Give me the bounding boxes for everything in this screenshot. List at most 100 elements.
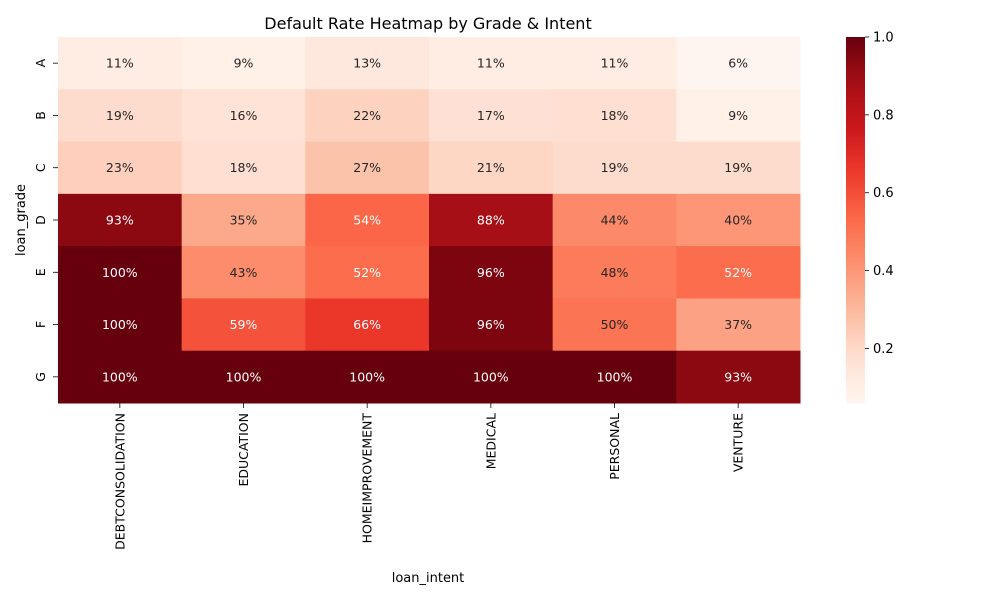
cell-value-label: 100% bbox=[102, 369, 138, 384]
cell-value-label: 18% bbox=[230, 160, 258, 175]
cell-value-label: 52% bbox=[724, 265, 752, 280]
cell-value-label: 9% bbox=[728, 108, 748, 123]
heatmap-cell-F-medical bbox=[429, 298, 554, 352]
heatmap-cell-D-homeimprovement bbox=[305, 193, 430, 247]
heatmap-cell-G-education bbox=[181, 350, 306, 404]
x-tick-label: VENTURE bbox=[731, 413, 746, 472]
cell-value-label: 23% bbox=[106, 160, 134, 175]
cell-value-label: 52% bbox=[353, 265, 381, 280]
colorbar-tick-label: 0.2 bbox=[873, 342, 894, 357]
colorbar-tick-label: 0.8 bbox=[873, 108, 894, 123]
cell-value-label: 100% bbox=[102, 317, 138, 332]
heatmap-cell-A-venture bbox=[676, 37, 801, 90]
y-tick-label: E bbox=[33, 268, 48, 276]
cell-value-label: 43% bbox=[230, 265, 258, 280]
cell-value-label: 100% bbox=[226, 369, 262, 384]
heatmap-cell-A-debtconsolidation bbox=[58, 37, 183, 90]
colorbar: 0.2 0.4 0.6 0.8 1.0 bbox=[846, 31, 894, 403]
y-tick-label: A bbox=[33, 58, 48, 67]
cell-value-label: 100% bbox=[473, 369, 509, 384]
cell-value-label: 59% bbox=[230, 317, 258, 332]
cell-value-label: 88% bbox=[477, 213, 505, 228]
cell-value-label: 66% bbox=[353, 317, 381, 332]
cell-value-label: 19% bbox=[601, 160, 629, 175]
y-tick-label: F bbox=[33, 321, 48, 328]
cell-value-label: 48% bbox=[601, 265, 629, 280]
heatmap-cell-F-venture bbox=[676, 298, 801, 352]
cell-value-label: 18% bbox=[601, 108, 629, 123]
cell-value-label: 11% bbox=[477, 56, 505, 71]
heatmap-cell-F-personal bbox=[552, 298, 677, 352]
x-axis: DEBTCONSOLIDATION EDUCATION HOMEIMPROVEMEN… bbox=[112, 403, 746, 550]
heatmap-cell-A-medical bbox=[429, 37, 554, 90]
y-tick-label: C bbox=[33, 163, 48, 172]
cell-value-label: 96% bbox=[477, 317, 505, 332]
heatmap-cell-D-venture bbox=[676, 193, 801, 247]
cell-value-label: 100% bbox=[597, 369, 633, 384]
cell-value-label: 37% bbox=[724, 317, 752, 332]
cell-value-label: 21% bbox=[477, 160, 505, 175]
x-tick-label: EDUCATION bbox=[236, 413, 251, 487]
heatmap-cell-G-venture bbox=[676, 350, 801, 404]
heatmap-cell-C-education bbox=[181, 141, 306, 195]
heatmap-cell-E-venture bbox=[676, 246, 801, 299]
colorbar-tick-label: 0.6 bbox=[873, 186, 894, 201]
cell-value-label: 6% bbox=[728, 56, 748, 71]
cell-value-label: 35% bbox=[230, 213, 258, 228]
cell-value-label: 17% bbox=[477, 108, 505, 123]
heatmap-cell-E-education bbox=[181, 246, 306, 299]
heatmap-cell-D-education bbox=[181, 193, 306, 247]
heatmap-cell-D-debtconsolidation bbox=[58, 193, 183, 247]
cell-value-label: 27% bbox=[353, 160, 381, 175]
cell-value-label: 44% bbox=[601, 213, 629, 228]
heatmap-cell-F-homeimprovement bbox=[305, 298, 430, 352]
heatmap-cell-C-venture bbox=[676, 141, 801, 195]
heatmap-cell-A-personal bbox=[552, 37, 677, 90]
chart-title: Default Rate Heatmap by Grade & Intent bbox=[264, 14, 591, 33]
heatmap-cell-E-homeimprovement bbox=[305, 246, 430, 299]
heatmap-cell-D-personal bbox=[552, 193, 677, 247]
y-axis-label: loan_grade bbox=[14, 184, 29, 256]
heatmap-cell-D-medical bbox=[429, 193, 554, 247]
cell-value-label: 13% bbox=[353, 56, 381, 71]
cell-value-label: 9% bbox=[234, 56, 254, 71]
heatmap-cell-B-venture bbox=[676, 89, 801, 143]
x-tick-label: MEDICAL bbox=[483, 413, 498, 469]
heatmap-cell-C-personal bbox=[552, 141, 677, 195]
cell-value-label: 100% bbox=[102, 265, 138, 280]
cell-value-label: 11% bbox=[601, 56, 629, 71]
cell-value-label: 50% bbox=[601, 317, 629, 332]
heatmap-cell-C-homeimprovement bbox=[305, 141, 430, 195]
y-tick-label: D bbox=[33, 215, 48, 225]
colorbar-gradient bbox=[846, 37, 865, 403]
y-axis: A B C D E F G bbox=[33, 58, 58, 382]
heatmap-cell-E-medical bbox=[429, 246, 554, 299]
heatmap-cell-C-medical bbox=[429, 141, 554, 195]
cell-value-label: 22% bbox=[353, 108, 381, 123]
y-tick-label: G bbox=[33, 372, 48, 382]
heatmap-cells: 11% 9% 13% 11% 11% 6% 19% 16% 22% 17% 18% 9% 23% 18% 2… bbox=[58, 37, 801, 404]
heatmap-cell-F-education bbox=[181, 298, 306, 352]
x-axis-label: loan_intent bbox=[392, 571, 465, 586]
cell-value-label: 54% bbox=[353, 213, 381, 228]
heatmap-cell-B-debtconsolidation bbox=[58, 89, 183, 143]
cell-value-label: 11% bbox=[106, 56, 134, 71]
cell-value-label: 100% bbox=[349, 369, 385, 384]
heatmap-cell-G-homeimprovement bbox=[305, 350, 430, 404]
cell-value-label: 40% bbox=[724, 213, 752, 228]
heatmap-cell-C-debtconsolidation bbox=[58, 141, 183, 195]
heatmap-cell-A-homeimprovement bbox=[305, 37, 430, 90]
y-tick-label: B bbox=[33, 111, 48, 120]
colorbar-tick-label: 0.4 bbox=[873, 264, 894, 279]
heatmap-cell-F-debtconsolidation bbox=[58, 298, 183, 352]
cell-value-label: 96% bbox=[477, 265, 505, 280]
heatmap-cell-A-education bbox=[181, 37, 306, 90]
cell-value-label: 19% bbox=[106, 108, 134, 123]
heatmap-cell-B-education bbox=[181, 89, 306, 143]
heatmap-cell-G-personal bbox=[552, 350, 677, 404]
heatmap-cell-B-medical bbox=[429, 89, 554, 143]
heatmap-cell-G-debtconsolidation bbox=[58, 350, 183, 404]
x-tick-label: HOMEIMPROVEMENT bbox=[360, 413, 375, 544]
heatmap-cell-E-personal bbox=[552, 246, 677, 299]
